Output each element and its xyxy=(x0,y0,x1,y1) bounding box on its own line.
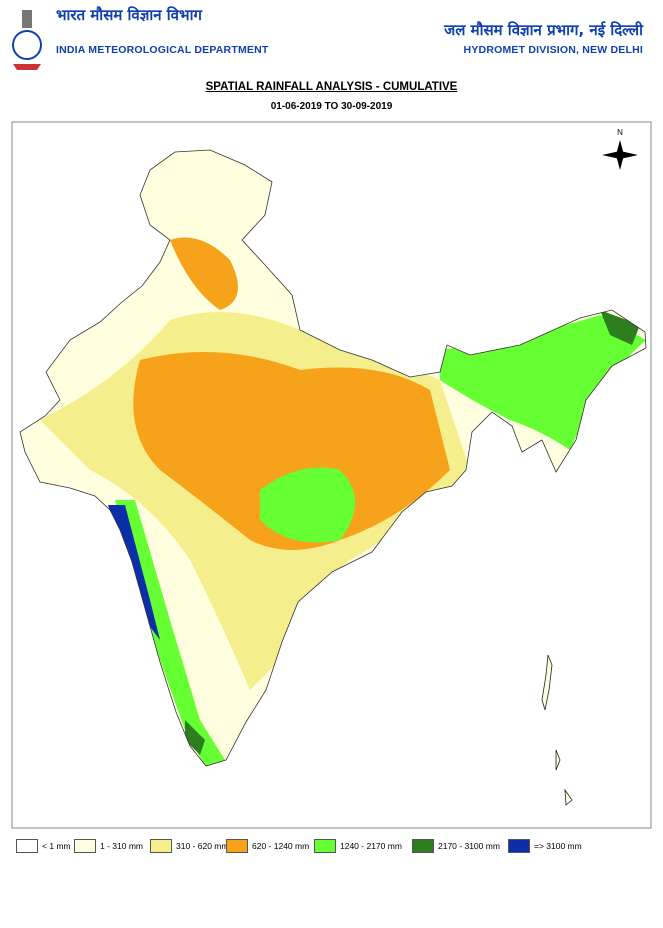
legend-label: 620 - 1240 mm xyxy=(252,841,310,851)
header-hindi-right: जल मौसम विज्ञान प्रभाग, नई दिल्ली xyxy=(444,21,643,39)
islands xyxy=(541,654,573,806)
header-english-right: HYDROMET DIVISION, NEW DELHI xyxy=(463,44,643,56)
legend-item: 620 - 1240 mm xyxy=(226,839,309,853)
legend: < 1 mm 1 - 310 mm 310 - 620 mm 620 - 1240 m… xyxy=(16,839,656,857)
legend-swatch xyxy=(412,839,434,853)
zone-orange xyxy=(133,352,451,550)
emblem xyxy=(12,10,42,70)
header-hindi-left: भारत मौसम विज्ञान विभाग xyxy=(56,6,202,24)
legend-label: 1240 - 2170 mm xyxy=(340,841,402,851)
zone-darkgreen xyxy=(185,720,205,755)
legend-swatch xyxy=(16,839,38,853)
map-canvas: N xyxy=(11,10,652,829)
legend-label: => 3100 mm xyxy=(534,841,582,851)
subtitle: 01-06-2019 TO 30-09-2019 xyxy=(270,101,393,112)
legend-item: 310 - 620 mm xyxy=(150,839,228,853)
compass-label: N xyxy=(617,128,623,137)
emblem-ribbon xyxy=(13,64,41,70)
zone-green xyxy=(260,467,355,543)
emblem-ring xyxy=(12,30,42,60)
compass: N xyxy=(602,128,638,170)
legend-swatch xyxy=(150,839,172,853)
legend-label: 2170 - 3100 mm xyxy=(438,841,500,851)
legend-item: 2170 - 3100 mm xyxy=(412,839,500,853)
legend-swatch xyxy=(226,839,248,853)
legend-swatch xyxy=(314,839,336,853)
legend-item: 1 - 310 mm xyxy=(74,839,143,853)
legend-item: 1240 - 2170 mm xyxy=(314,839,402,853)
zone-green xyxy=(115,500,225,766)
zone-orange xyxy=(170,237,238,310)
legend-label: 1 - 310 mm xyxy=(100,841,143,851)
legend-label: < 1 mm xyxy=(42,841,71,851)
compass-needle xyxy=(602,151,638,159)
legend-swatch xyxy=(508,839,530,853)
legend-swatch xyxy=(74,839,96,853)
legend-item: => 3100 mm xyxy=(508,839,582,853)
emblem-pillar xyxy=(22,10,32,28)
title: SPATIAL RAINFALL ANALYSIS - CUMULATIVE xyxy=(205,81,458,93)
legend-item: < 1 mm xyxy=(16,839,71,853)
header-english-left: INDIA METEOROLOGICAL DEPARTMENT xyxy=(56,44,269,56)
legend-label: 310 - 620 mm xyxy=(176,841,229,851)
zone-darkgreen xyxy=(600,310,640,345)
india-outline xyxy=(19,149,647,767)
